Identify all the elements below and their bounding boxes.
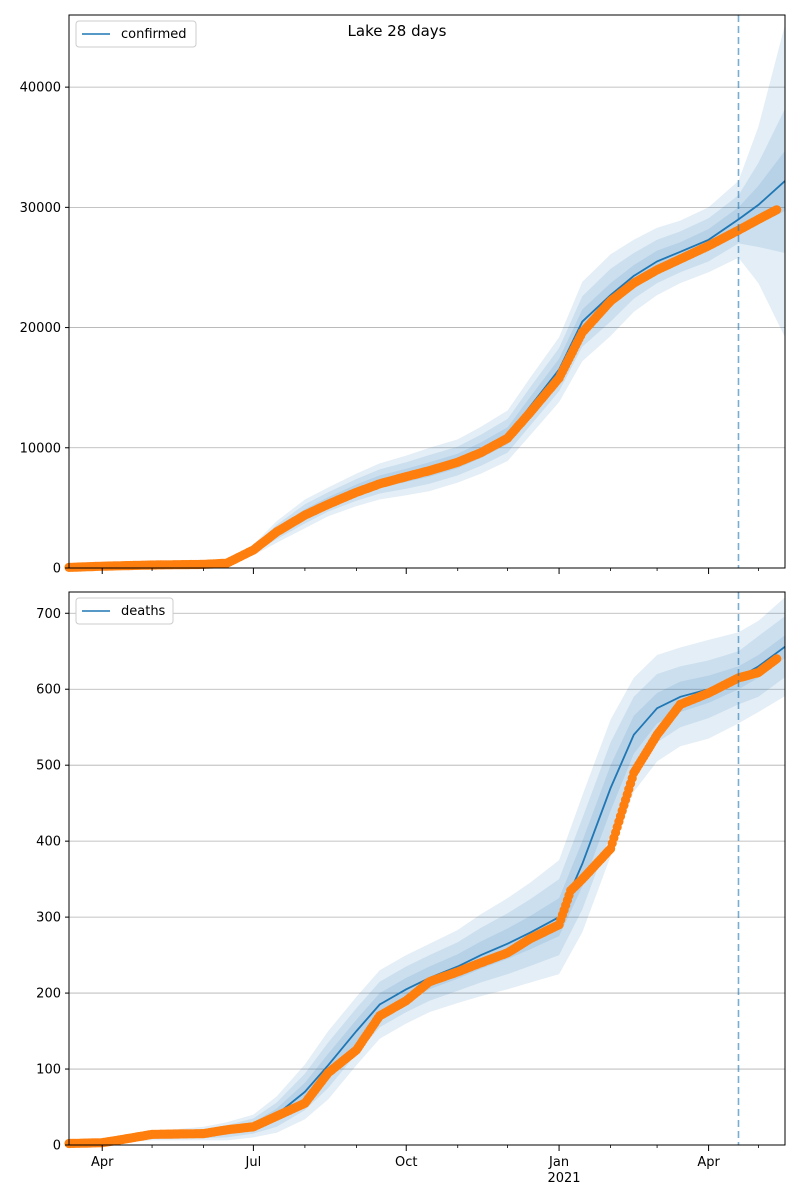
legend-label-confirmed: confirmed	[121, 27, 187, 42]
confirmed-y-axis: 0 10000 20000 30000 40000	[20, 81, 69, 577]
uncertainty-band-3	[69, 24, 785, 568]
chart-title: Lake 28 days	[348, 22, 447, 40]
y-tick-label: 10000	[20, 441, 61, 456]
deaths-panel: 0 100 200 300 400 500 600 700 Apr Jul Oct Jan Apr d…	[36, 591, 786, 1170]
confirmed-x-axis	[101, 568, 759, 574]
x-tick-label: Jan	[548, 1155, 569, 1170]
uncertainty-band-3	[69, 597, 785, 1145]
deaths-legend: deaths	[75, 597, 174, 625]
y-tick-label: 600	[36, 683, 61, 698]
deaths-y-axis: 0 100 200 300 400 500 600 700	[36, 607, 69, 1154]
y-tick-label: 100	[36, 1063, 61, 1078]
confirmed-legend: confirmed	[75, 20, 197, 48]
y-tick-label: 20000	[20, 321, 61, 336]
observed-point	[772, 205, 782, 215]
confirmed-observed-points	[64, 205, 782, 573]
observed-point	[772, 654, 782, 664]
uncertainty-band-2	[69, 616, 785, 1144]
y-tick-label: 700	[36, 607, 61, 622]
deaths-plot-frame	[68, 591, 786, 1146]
legend-box	[75, 20, 197, 48]
y-tick-label: 300	[36, 911, 61, 926]
y-tick-label: 200	[36, 987, 61, 1002]
legend-box	[75, 597, 174, 625]
x-tick-label: Apr	[91, 1155, 114, 1170]
confirmed-plot-frame	[68, 14, 786, 569]
y-tick-label: 0	[53, 1139, 61, 1154]
deaths-x-axis: Apr Jul Oct Jan Apr	[91, 1145, 759, 1170]
x-tick-label: Apr	[697, 1155, 720, 1170]
x-tick-label: Oct	[395, 1155, 417, 1170]
legend-label-deaths: deaths	[121, 604, 166, 619]
y-tick-label: 40000	[20, 81, 61, 96]
confirmed-panel: 0 10000 20000 30000 40000 confirmed Lake 28 …	[20, 14, 786, 577]
y-tick-label: 500	[36, 759, 61, 774]
y-tick-label: 30000	[20, 201, 61, 216]
y-tick-label: 400	[36, 835, 61, 850]
y-tick-label: 0	[53, 562, 61, 577]
x-axis-year-label: 2021	[547, 1171, 580, 1186]
x-tick-label: Jul	[245, 1155, 262, 1170]
